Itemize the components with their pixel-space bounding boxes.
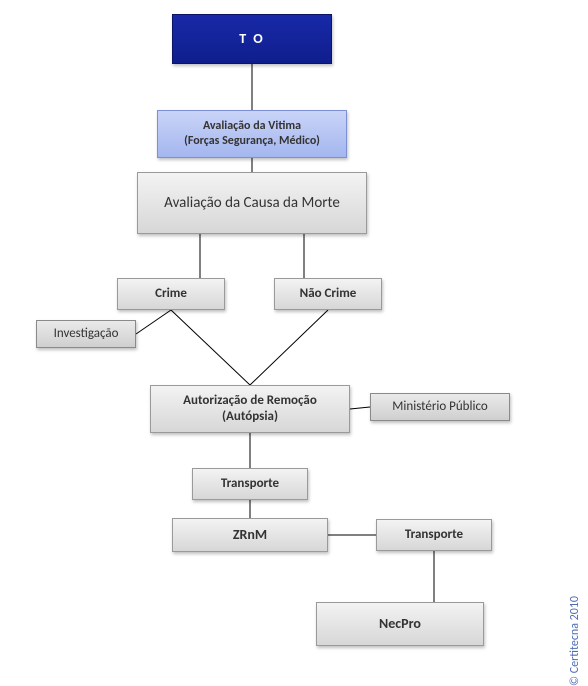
node-avaliacao-vitima: Avaliação da Vitima(Forças Segurança, Mé… — [157, 110, 347, 158]
node-transporte-2: Transporte — [376, 519, 492, 551]
node-zrnm-label: ZRnM — [233, 526, 267, 544]
node-avaliacao-causa: Avaliação da Causa da Morte — [137, 172, 367, 234]
node-ministerio: Ministério Público — [370, 393, 510, 421]
node-crime: Crime — [117, 278, 225, 310]
node-nao-crime: Não Crime — [274, 278, 382, 310]
node-autorizacao: Autorização de Remoção(Autópsia) — [150, 385, 350, 433]
node-transporte-1: Transporte — [192, 468, 308, 500]
node-to: T O — [172, 14, 332, 64]
copyright-text: © Certitecna 2010 — [568, 596, 582, 686]
node-necpro-label: NecPro — [379, 615, 421, 633]
node-necpro: NecPro — [316, 602, 484, 646]
node-avaliacao-causa-label: Avaliação da Causa da Morte — [164, 194, 340, 213]
node-transporte-1-label: Transporte — [221, 476, 279, 492]
node-transporte-2-label: Transporte — [405, 527, 463, 543]
node-avaliacao-vitima-label: Avaliação da Vitima(Forças Segurança, Mé… — [184, 119, 320, 149]
node-to-label: T O — [239, 30, 265, 48]
node-investigacao-label: Investigação — [54, 326, 119, 342]
node-nao-crime-label: Não Crime — [300, 286, 357, 302]
node-investigacao: Investigação — [36, 320, 136, 348]
node-ministerio-label: Ministério Público — [392, 399, 487, 415]
node-crime-label: Crime — [155, 286, 187, 302]
node-zrnm: ZRnM — [172, 518, 328, 552]
node-autorizacao-label: Autorização de Remoção(Autópsia) — [183, 393, 317, 426]
